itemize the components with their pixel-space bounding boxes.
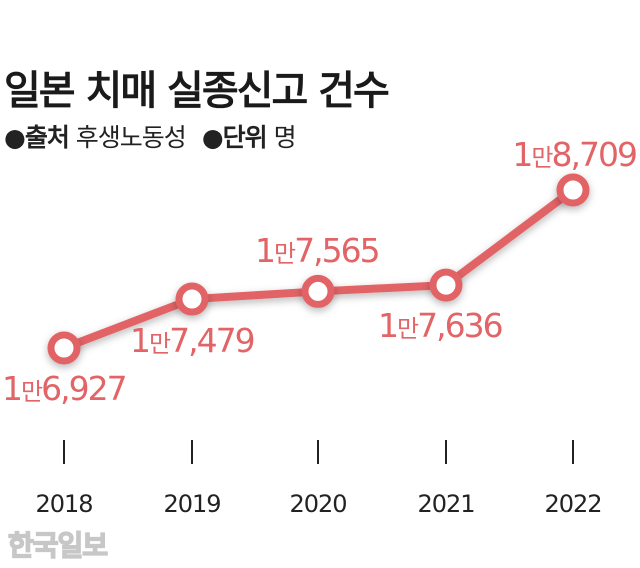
source-key: 출처 — [24, 123, 70, 152]
unit-bullet-icon: ● — [201, 123, 224, 152]
data-point-2022 — [556, 173, 590, 207]
x-tick-label-2020: 2020 — [289, 490, 346, 518]
data-label-2021: 1만7,636 — [378, 306, 502, 345]
x-tick-label-2019: 2019 — [163, 490, 220, 518]
unit-value: 명 — [273, 123, 297, 152]
x-tick-label-2018: 2018 — [35, 490, 92, 518]
x-tick-label-2021: 2021 — [417, 490, 474, 518]
source-bullet-icon: ● — [4, 123, 26, 152]
unit-key: 단위 — [222, 123, 268, 152]
chart-meta: ●출처 후생노동성 ●단위 명 — [4, 118, 297, 154]
x-tick-label-2022: 2022 — [544, 490, 601, 518]
publisher-watermark: 한국일보 — [7, 528, 108, 562]
data-label-2022: 1만8,709 — [512, 135, 636, 174]
data-point-2020 — [301, 274, 335, 308]
data-label-2018: 1만6,927 — [2, 369, 126, 408]
data-point-2021 — [429, 268, 463, 302]
data-label-2020: 1만7,565 — [255, 231, 379, 270]
chart-title: 일본 치매 실종신고 건수 — [4, 68, 390, 114]
source-value: 후생노동성 — [75, 123, 187, 152]
data-label-2019: 1만7,479 — [130, 321, 254, 360]
data-point-2019 — [175, 282, 209, 316]
data-point-2018 — [47, 331, 81, 365]
